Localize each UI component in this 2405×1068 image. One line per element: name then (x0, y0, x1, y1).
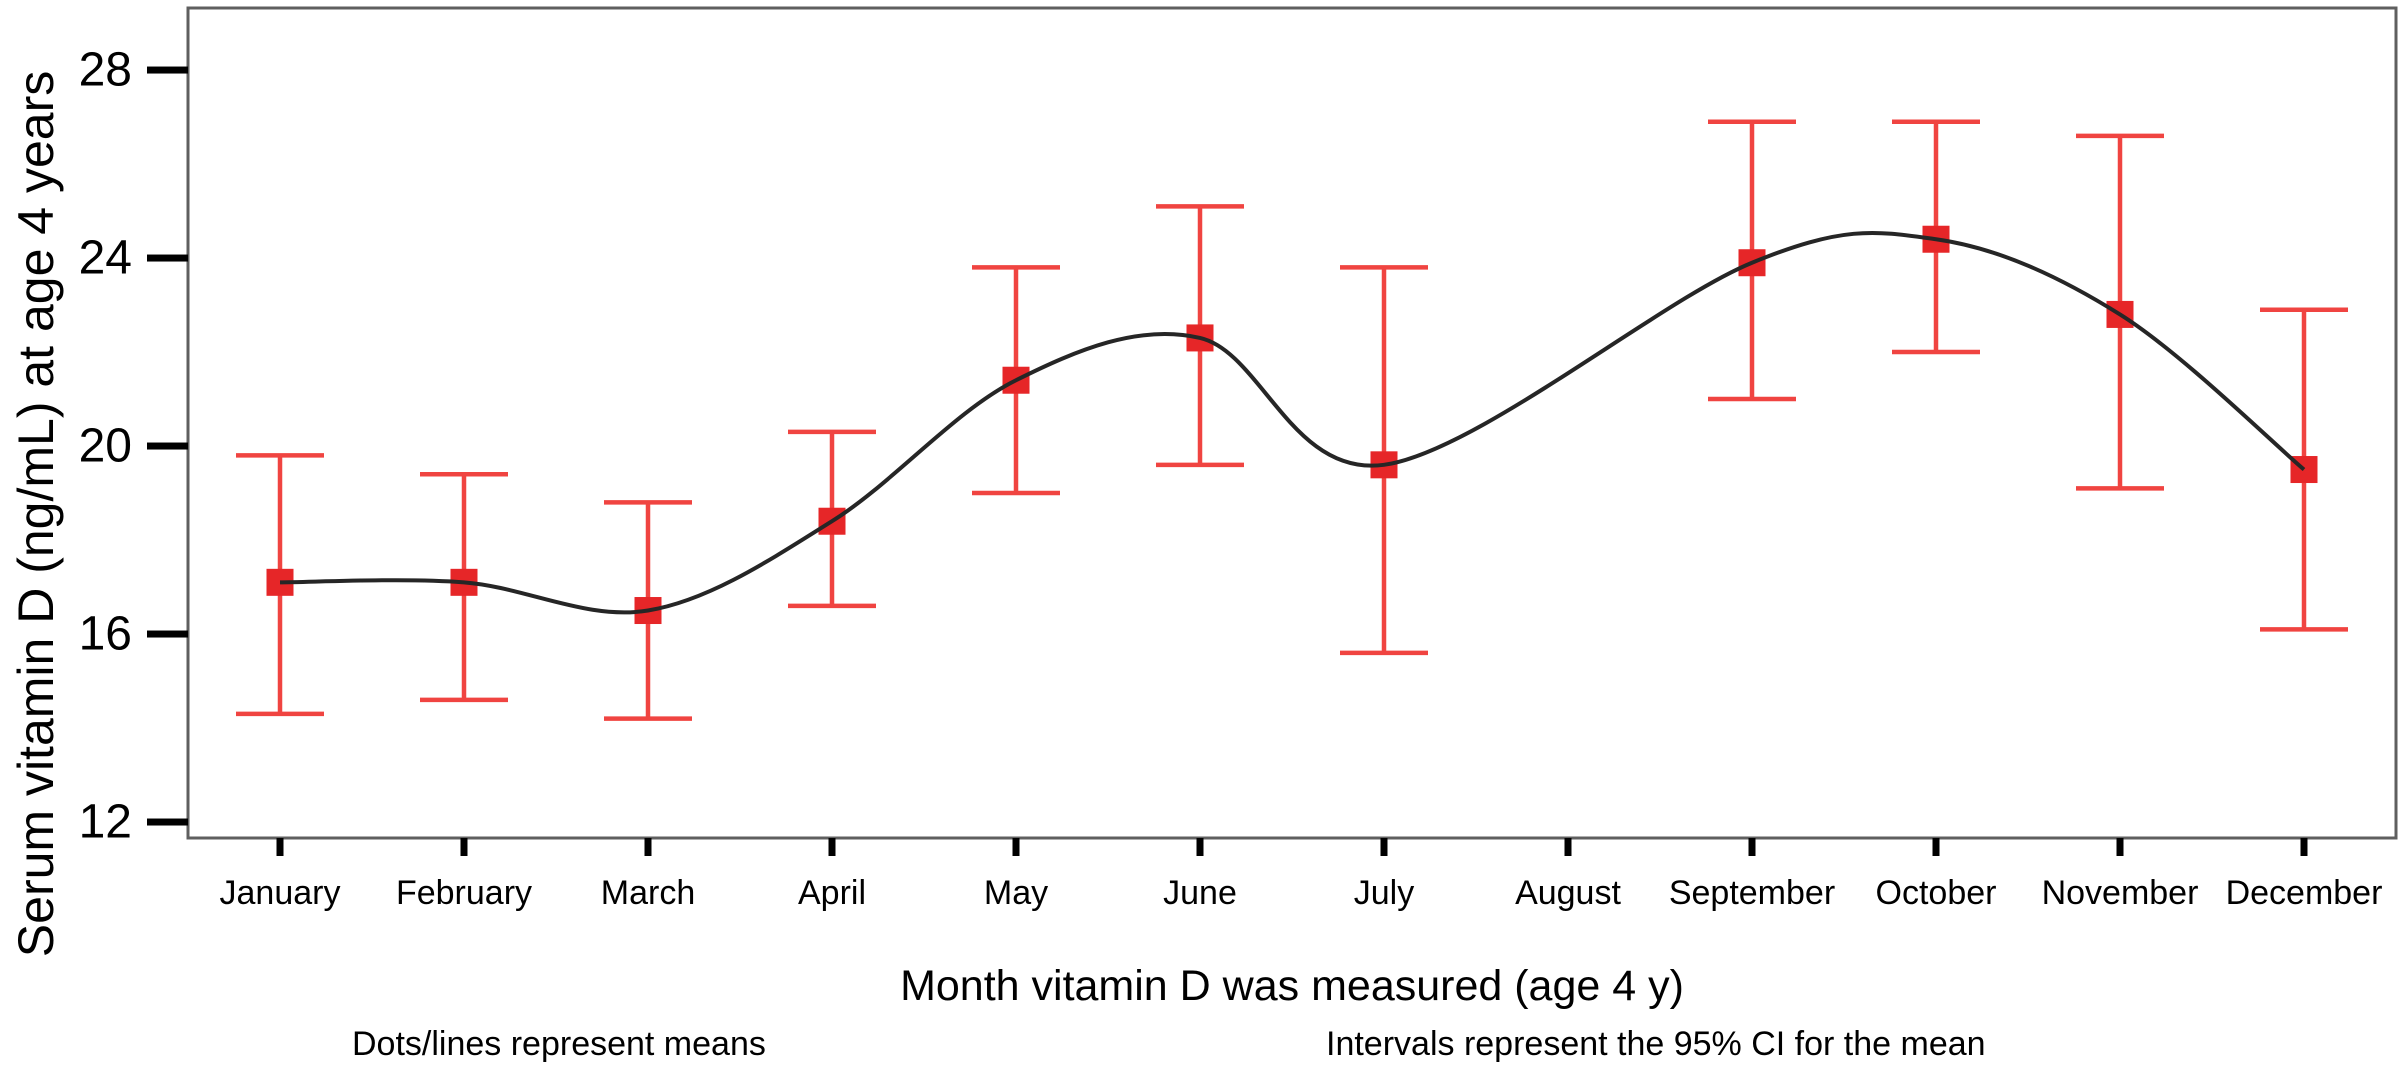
x-tick-label-january: January (220, 874, 341, 912)
x-tick-label-april: April (798, 874, 866, 912)
x-tick (644, 838, 652, 856)
y-axis-title: Serum vitamin D (ng/mL) at age 4 years (8, 71, 64, 957)
x-tick (1564, 838, 1572, 856)
x-tick-label-august: August (1515, 874, 1621, 912)
x-tick-label-june: June (1163, 874, 1237, 912)
x-tick (828, 838, 836, 856)
y-tick (147, 66, 188, 74)
x-tick-label-september: September (1669, 874, 1835, 912)
y-tick (147, 818, 188, 826)
y-tick-label: 12 (79, 796, 132, 849)
x-tick-label-february: February (396, 874, 532, 912)
x-tick (1932, 838, 1940, 856)
y-tick (147, 630, 188, 638)
x-tick-label-november: November (2042, 874, 2199, 912)
x-tick (460, 838, 468, 856)
x-tick (276, 838, 284, 856)
x-tick (1012, 838, 1020, 856)
x-tick-label-may: May (984, 874, 1048, 912)
x-tick (1380, 838, 1388, 856)
x-tick-label-july: July (1354, 874, 1414, 912)
y-tick-label: 16 (79, 608, 132, 661)
x-tick-label-december: December (2226, 874, 2383, 912)
x-tick (1196, 838, 1204, 856)
y-tick-label: 28 (79, 44, 132, 97)
y-tick (147, 442, 188, 450)
x-tick (2300, 838, 2308, 856)
y-tick-label: 20 (79, 420, 132, 473)
x-axis-title: Month vitamin D was measured (age 4 y) (900, 962, 1684, 1010)
x-tick (2116, 838, 2124, 856)
footnote-means: Dots/lines represent means (352, 1025, 766, 1063)
x-tick-label-march: March (601, 874, 695, 912)
x-tick (1748, 838, 1756, 856)
plot-frame (186, 6, 2398, 840)
y-tick-label: 24 (79, 232, 132, 285)
x-tick-label-october: October (1876, 874, 1997, 912)
y-tick (147, 254, 188, 262)
footnote-ci: Intervals represent the 95% CI for the m… (1326, 1025, 1986, 1063)
trend-curve (279, 231, 2306, 615)
